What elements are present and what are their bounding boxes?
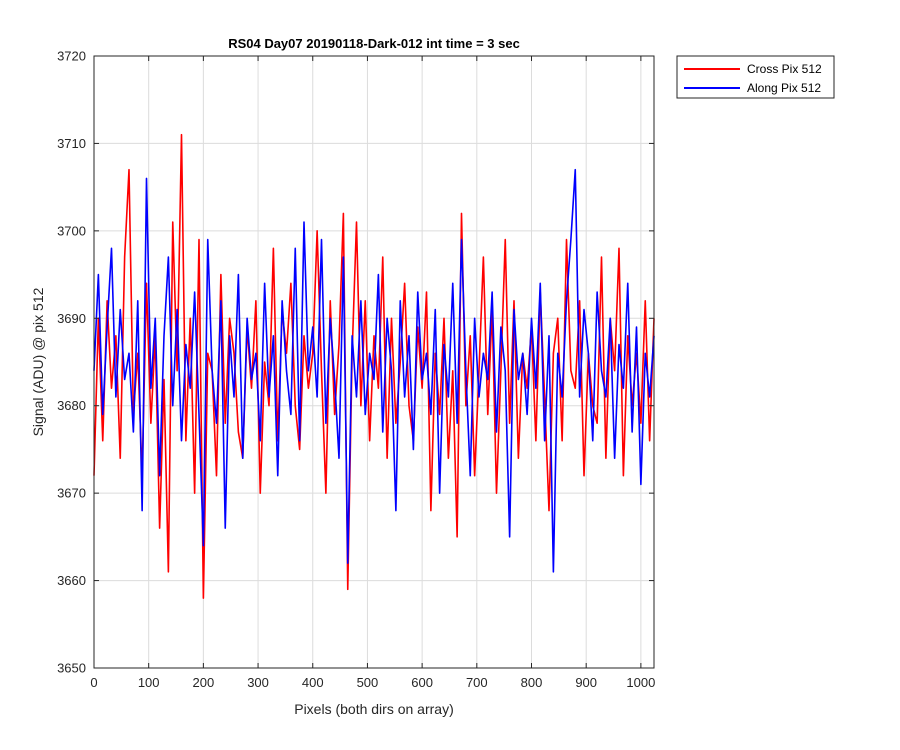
legend-label-cross-pix: Cross Pix 512 bbox=[747, 62, 822, 76]
x-axis-label: Pixels (both dirs on array) bbox=[294, 701, 454, 717]
legend-label-along-pix: Along Pix 512 bbox=[747, 81, 821, 95]
y-tick-label: 3710 bbox=[57, 136, 86, 151]
y-tick-label: 3670 bbox=[57, 486, 86, 501]
x-tick-label: 100 bbox=[138, 675, 160, 690]
series-line-along-pix bbox=[93, 168, 655, 573]
x-tick-label: 300 bbox=[247, 675, 269, 690]
y-tick-label: 3700 bbox=[57, 223, 86, 238]
x-tick-label: 900 bbox=[575, 675, 597, 690]
legend-box bbox=[676, 55, 835, 99]
axes-box bbox=[93, 55, 655, 669]
legend: Cross Pix 512 Along Pix 512 bbox=[676, 55, 835, 99]
x-tick-label: 0 bbox=[90, 675, 97, 690]
x-tick-label: 500 bbox=[357, 675, 379, 690]
ticks: 0 100 200 300 400 500 600 700 800 900 1000 3650 3660… bbox=[57, 49, 655, 691]
y-tick-label: 3660 bbox=[57, 573, 86, 588]
x-tick-label: 800 bbox=[521, 675, 543, 690]
y-tick-label: 3650 bbox=[57, 661, 86, 676]
y-tick-label: 3690 bbox=[57, 311, 86, 326]
x-tick-label: 600 bbox=[411, 675, 433, 690]
x-tick-label: 200 bbox=[193, 675, 215, 690]
x-tick-label: 700 bbox=[466, 675, 488, 690]
x-tick-label: 400 bbox=[302, 675, 324, 690]
chart-title: RS04 Day07 20190118-Dark-012 int time = … bbox=[228, 36, 520, 51]
y-axis-label: Signal (ADU) @ pix 512 bbox=[30, 287, 46, 436]
series-layer bbox=[93, 133, 655, 599]
x-tick-label: 1000 bbox=[626, 675, 655, 690]
y-tick-label: 3680 bbox=[57, 398, 86, 413]
y-tick-label: 3720 bbox=[57, 49, 86, 64]
series-line-cross-pix bbox=[93, 133, 655, 599]
